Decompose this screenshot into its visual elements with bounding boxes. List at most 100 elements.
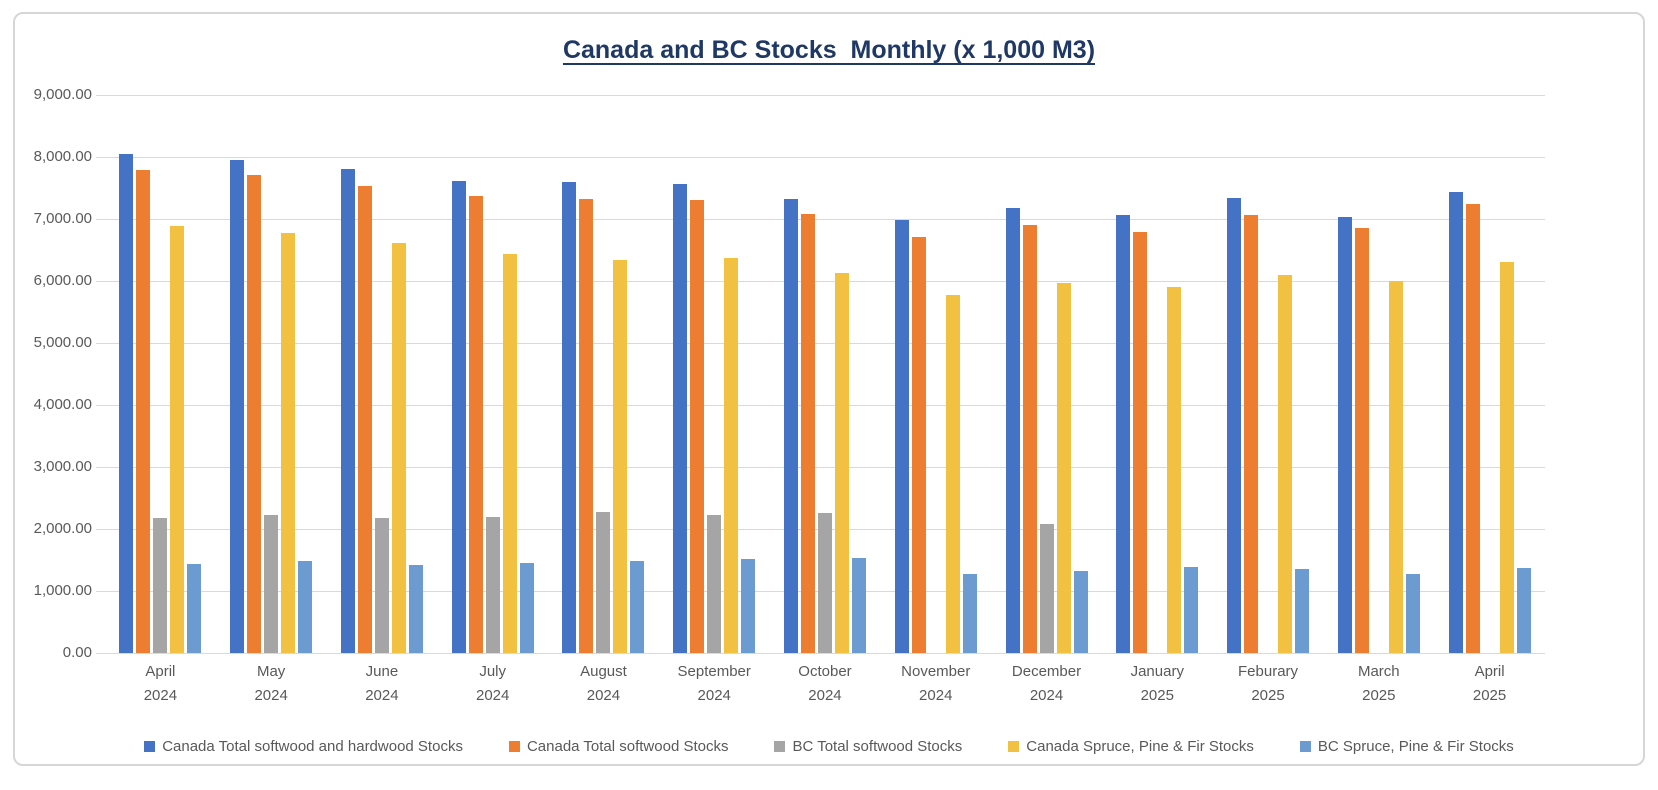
- bar: [1133, 232, 1148, 653]
- x-tick-month: August: [580, 663, 627, 680]
- bar: [894, 220, 909, 653]
- bar: [1499, 261, 1514, 653]
- bar: [1073, 571, 1088, 653]
- x-tick-year: 2024: [475, 687, 510, 704]
- bar-group: [105, 95, 216, 653]
- bar: [153, 518, 168, 653]
- x-tick-year: 2024: [586, 687, 621, 704]
- bar-group: [216, 95, 327, 653]
- gridline: [96, 95, 1545, 96]
- x-tick-label: January 2025: [1102, 660, 1213, 708]
- x-tick-year: 2025: [1362, 687, 1396, 704]
- y-tick-label: 1,000.00: [33, 582, 92, 599]
- bar: [1448, 192, 1463, 653]
- bar: [1022, 225, 1037, 653]
- bar: [690, 200, 705, 653]
- gridline: [96, 343, 1545, 344]
- x-tick-label: March 2025: [1323, 660, 1434, 708]
- x-tick-year: 2025: [1140, 687, 1174, 704]
- bar: [1056, 283, 1071, 653]
- x-tick-month: December: [1011, 663, 1082, 680]
- bar: [281, 232, 296, 653]
- bar: [1005, 208, 1020, 653]
- x-tick-month: January: [1130, 663, 1184, 680]
- x-tick-year: 2024: [254, 687, 288, 704]
- legend-item: Canada Spruce, Pine & Fir Stocks: [1008, 738, 1254, 755]
- x-tick-label: April 2025: [1434, 660, 1545, 708]
- bar: [1184, 567, 1199, 653]
- gridline: [96, 219, 1545, 220]
- legend-label: Canada Total softwood Stocks: [526, 738, 729, 755]
- x-tick-month: November: [901, 663, 971, 680]
- x-tick-year: 2024: [1029, 687, 1064, 704]
- bar: [119, 153, 134, 653]
- bar: [451, 180, 466, 653]
- y-tick-label: 7,000.00: [33, 210, 92, 227]
- x-tick-label: Feburary 2025: [1213, 660, 1324, 708]
- bar: [834, 272, 849, 653]
- legend-swatch-icon: [508, 741, 520, 752]
- x-tick-month: April: [145, 663, 176, 680]
- bar: [741, 558, 756, 653]
- bar: [1354, 227, 1369, 653]
- y-tick-label: 0.00: [62, 644, 92, 661]
- bar: [374, 518, 389, 653]
- chart-title: Canada and BC Stocks Monthly (x 1,000 M3…: [562, 36, 1096, 64]
- y-tick-label: 8,000.00: [33, 148, 92, 165]
- bar-groups: [105, 95, 1545, 653]
- legend-label: BC Spruce, Pine & Fir Stocks: [1317, 738, 1514, 755]
- y-tick-label: 3,000.00: [33, 458, 92, 475]
- x-tick-label: September 2024: [659, 660, 770, 708]
- bar: [851, 558, 866, 653]
- bar-group: [659, 95, 770, 653]
- legend-label: Canada Spruce, Pine & Fir Stocks: [1026, 738, 1254, 755]
- x-tick-label: April 2024: [105, 660, 216, 708]
- bar: [247, 174, 262, 653]
- x-tick-label: June 2024: [327, 660, 438, 708]
- y-tick-label: 9,000.00: [33, 86, 92, 103]
- legend-item: Canada Total softwood and hardwood Stock…: [144, 738, 463, 755]
- gridline: [96, 653, 1545, 654]
- bar-group: [991, 95, 1102, 653]
- x-tick-month: July: [479, 663, 507, 680]
- bar: [1405, 573, 1420, 653]
- x-tick-month: March: [1357, 663, 1400, 680]
- x-tick-month: October: [798, 663, 852, 680]
- bar: [408, 564, 423, 653]
- bar: [562, 182, 577, 653]
- bar: [630, 561, 645, 653]
- x-tick-year: 2024: [919, 687, 953, 704]
- bar: [1388, 281, 1403, 653]
- bar: [579, 198, 594, 653]
- y-tick-label: 4,000.00: [33, 396, 92, 413]
- bar: [1295, 568, 1310, 653]
- bar: [502, 254, 517, 653]
- bar-group: [1323, 95, 1434, 653]
- bar: [187, 563, 202, 653]
- bar: [136, 170, 151, 653]
- bar-group: [1434, 95, 1545, 653]
- bar-group: [880, 95, 991, 653]
- bar-group: [327, 95, 438, 653]
- x-tick-year: 2025: [1472, 687, 1507, 704]
- bar: [298, 561, 313, 653]
- x-tick-year: 2025: [1251, 687, 1285, 704]
- bar: [468, 196, 483, 653]
- y-tick-label: 5,000.00: [33, 334, 92, 351]
- bar: [800, 214, 815, 653]
- bar: [485, 516, 500, 653]
- bar: [391, 243, 406, 653]
- bar: [1337, 216, 1352, 653]
- bar: [1039, 524, 1054, 653]
- bar: [340, 169, 355, 653]
- x-tick-year: 2024: [808, 687, 842, 704]
- bar: [673, 184, 688, 653]
- plot-area: [96, 95, 1545, 654]
- bar: [1278, 274, 1293, 653]
- x-tick-year: 2024: [697, 687, 731, 704]
- x-tick-year: 2024: [143, 687, 178, 704]
- bar: [230, 160, 245, 653]
- bar: [170, 225, 185, 653]
- bar-group: [1213, 95, 1324, 653]
- legend-label: Canada Total softwood and hardwood Stock…: [162, 738, 463, 755]
